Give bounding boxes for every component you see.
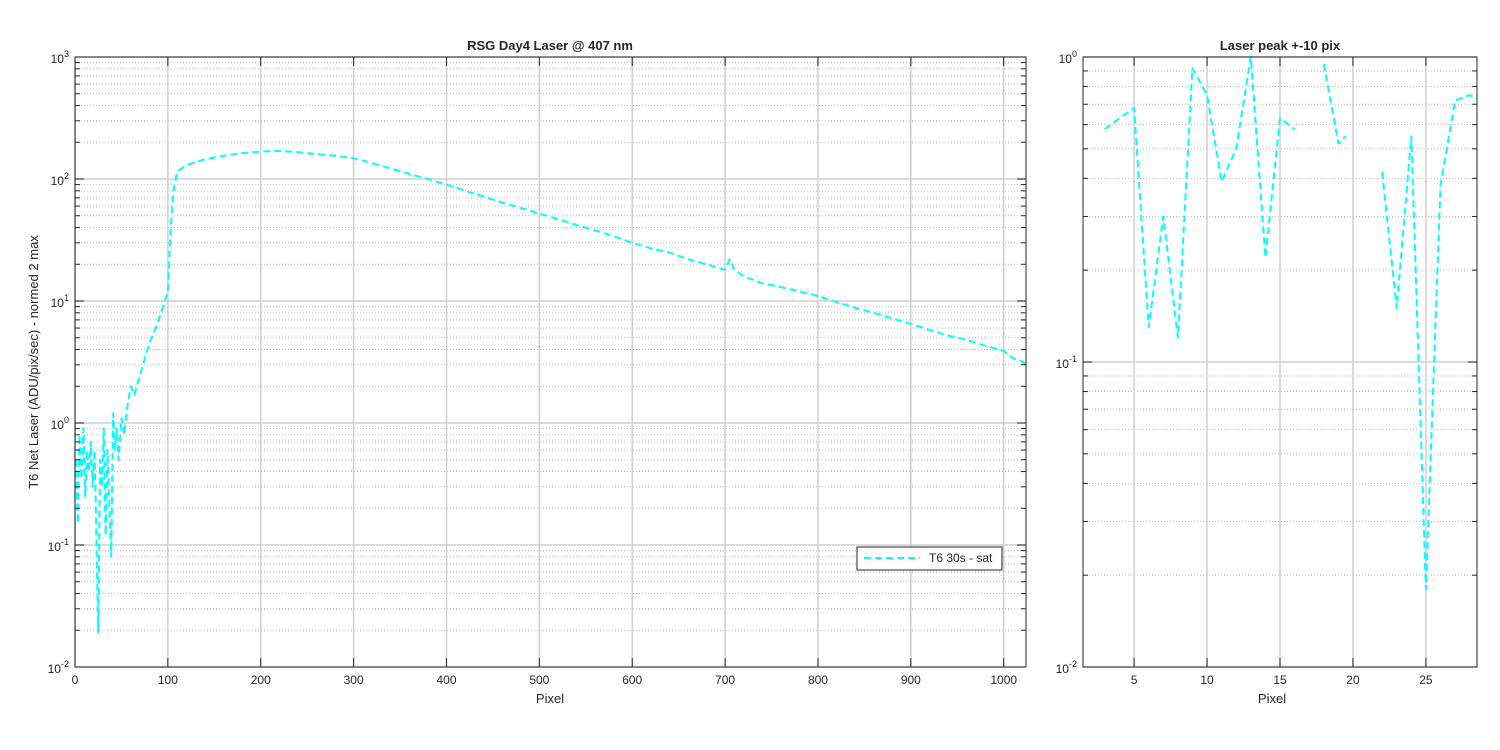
main-y-tick-label: 10-1 <box>48 537 69 554</box>
main-chart-title: RSG Day4 Laser @ 407 nm <box>467 38 633 53</box>
main-plot-frame <box>74 56 1027 668</box>
zoom-y-tick-label-base: 10 <box>1056 357 1070 371</box>
main-series-line <box>74 149 1027 634</box>
main-y-tick-label-base: 10 <box>51 296 65 310</box>
main-y-tick-label: 101 <box>51 293 69 310</box>
main-y-tick-label-exp: 1 <box>64 293 69 303</box>
main-y-tick-label: 100 <box>51 415 69 432</box>
main-x-tick-label: 500 <box>529 673 549 687</box>
main-x-axis-label: Pixel <box>536 691 564 706</box>
zoom-x-axis-label: Pixel <box>1258 691 1286 706</box>
zoom-y-tick-label: 100 <box>1059 49 1077 66</box>
main-x-tick-label: 1000 <box>990 673 1017 687</box>
main-x-tick-label: 100 <box>158 673 178 687</box>
main-legend: T6 30s - sat <box>856 546 1003 571</box>
main-y-tick-label: 10-2 <box>48 659 69 676</box>
main-y-tick-label-exp: 3 <box>64 49 69 59</box>
zoom-series-path <box>1104 56 1296 339</box>
zoom-y-tick-label-exp: 0 <box>1072 49 1077 59</box>
main-y-axis-label: T6 Net Laser (ADU/pix/sec) - normed 2 ma… <box>26 235 41 489</box>
zoom-x-tick-label: 10 <box>1200 673 1214 687</box>
main-y-tick-label: 103 <box>51 49 69 66</box>
main-y-tick-label-exp: -2 <box>61 659 69 669</box>
zoom-y-tick-label: 10-1 <box>1056 354 1077 371</box>
main-y-tick-label-exp: 0 <box>64 415 69 425</box>
main-plot-area <box>75 57 1026 667</box>
zoom-y-tick-label-base: 10 <box>1056 662 1070 676</box>
zoom-x-tick-label: 5 <box>1131 673 1138 687</box>
main-y-tick-label-base: 10 <box>51 418 65 432</box>
main-x-tick-label: 200 <box>251 673 271 687</box>
main-y-tick-label-exp: 2 <box>64 171 69 181</box>
main-legend-label: T6 30s - sat <box>929 551 993 565</box>
main-x-tick-label: 800 <box>808 673 828 687</box>
main-y-tick-label-base: 10 <box>51 52 65 66</box>
main-y-tick-label-base: 10 <box>48 540 62 554</box>
zoom-y-tick-label-exp: -2 <box>1069 659 1077 669</box>
main-x-tick-label: 600 <box>622 673 642 687</box>
main-legend-box <box>856 546 1003 571</box>
zoom-y-tick-label-exp: -1 <box>1069 354 1077 364</box>
zoom-y-tick-label-base: 10 <box>1059 52 1073 66</box>
main-x-tick-label: 400 <box>436 673 456 687</box>
main-x-tick-label: 300 <box>344 673 364 687</box>
main-x-tick-label: 900 <box>901 673 921 687</box>
main-x-tick-label: 700 <box>715 673 735 687</box>
main-y-tick-label-base: 10 <box>51 174 65 188</box>
main-y-tick-label-base: 10 <box>48 662 62 676</box>
zoom-y-tick-label: 10-2 <box>1056 659 1077 676</box>
zoom-x-tick-label: 25 <box>1419 673 1433 687</box>
zoom-chart-title: Laser peak +-10 pix <box>1220 38 1341 53</box>
zoom-series-path <box>1381 94 1478 591</box>
main-y-tick-label-exp: -1 <box>61 537 69 547</box>
zoom-series-path <box>1322 63 1347 145</box>
main-y-tick-label: 102 <box>51 171 69 188</box>
main-series-path <box>74 149 1027 634</box>
zoom-x-tick-label: 15 <box>1273 673 1287 687</box>
zoom-x-tick-label: 20 <box>1346 673 1360 687</box>
main-x-tick-label: 0 <box>72 673 79 687</box>
zoom-series-line <box>1104 56 1478 591</box>
